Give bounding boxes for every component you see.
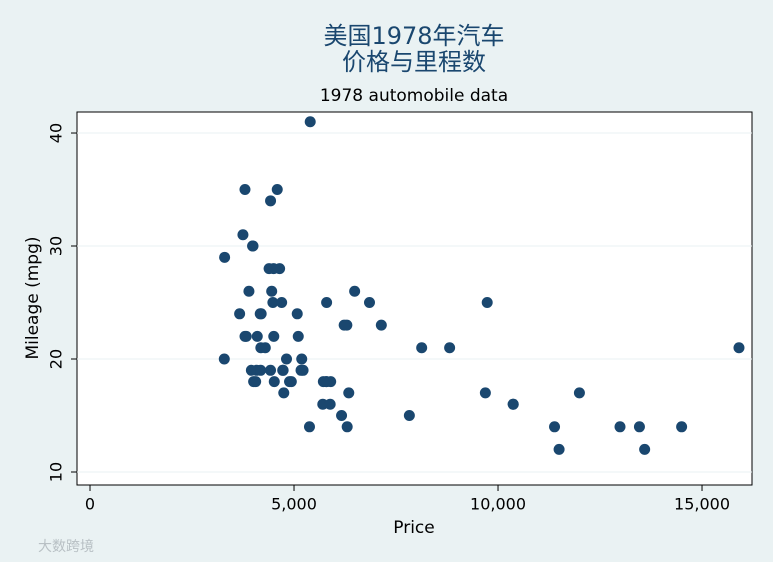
point [266, 285, 278, 297]
point [292, 330, 304, 342]
point [303, 421, 315, 433]
chart-title-line2: 价格与里程数 [342, 48, 486, 76]
plot-area [76, 111, 753, 486]
point [481, 297, 493, 309]
point [444, 342, 456, 354]
point [676, 421, 688, 433]
x-tick-label: 15,000 [674, 495, 730, 514]
point [268, 330, 280, 342]
point [338, 319, 350, 331]
point [285, 376, 297, 388]
point [633, 421, 645, 433]
chart-title: 美国1978年汽车 [323, 22, 504, 50]
x-tick-label: 5,000 [271, 495, 317, 514]
watermark: 大数跨境 [38, 539, 94, 555]
y-tick-label: 20 [47, 349, 66, 369]
point [239, 184, 251, 196]
point [375, 319, 387, 331]
point [291, 308, 303, 320]
point [317, 376, 329, 388]
point [553, 443, 565, 455]
point [297, 364, 309, 376]
point [276, 297, 288, 309]
point [268, 376, 280, 388]
point [343, 387, 355, 399]
point [247, 240, 259, 252]
point [278, 387, 290, 399]
point [265, 195, 277, 207]
point [267, 297, 279, 309]
point [341, 421, 353, 433]
point [254, 308, 266, 320]
point [265, 364, 277, 376]
x-tick-label: 10,000 [470, 495, 526, 514]
y-tick-label: 10 [47, 462, 66, 482]
x-tick-label: 0 [85, 495, 95, 514]
point [245, 364, 257, 376]
point [219, 251, 231, 263]
point [268, 263, 280, 275]
point [324, 398, 336, 410]
point [304, 116, 316, 128]
point [321, 297, 333, 309]
point [271, 184, 283, 196]
point [549, 421, 561, 433]
point [251, 330, 263, 342]
point [277, 364, 289, 376]
point [507, 398, 519, 410]
point [250, 376, 262, 388]
point [403, 410, 415, 422]
chart-subtitle: 1978 automobile data [320, 86, 508, 106]
point [259, 342, 271, 354]
point [237, 229, 249, 241]
y-tick-label: 30 [47, 236, 66, 256]
point [240, 330, 252, 342]
point [363, 297, 375, 309]
y-tick-label: 40 [47, 123, 66, 143]
point [573, 387, 585, 399]
point [281, 353, 293, 365]
y-axis-label: Mileage (mpg) [23, 236, 43, 359]
point [479, 387, 491, 399]
point [255, 364, 267, 376]
point [614, 421, 626, 433]
point [243, 285, 255, 297]
point [416, 342, 428, 354]
point [336, 410, 348, 422]
point [296, 353, 308, 365]
point [234, 308, 246, 320]
point [349, 285, 361, 297]
point [733, 342, 745, 354]
x-axis-label: Price [393, 518, 434, 538]
point [218, 353, 230, 365]
point [639, 443, 651, 455]
